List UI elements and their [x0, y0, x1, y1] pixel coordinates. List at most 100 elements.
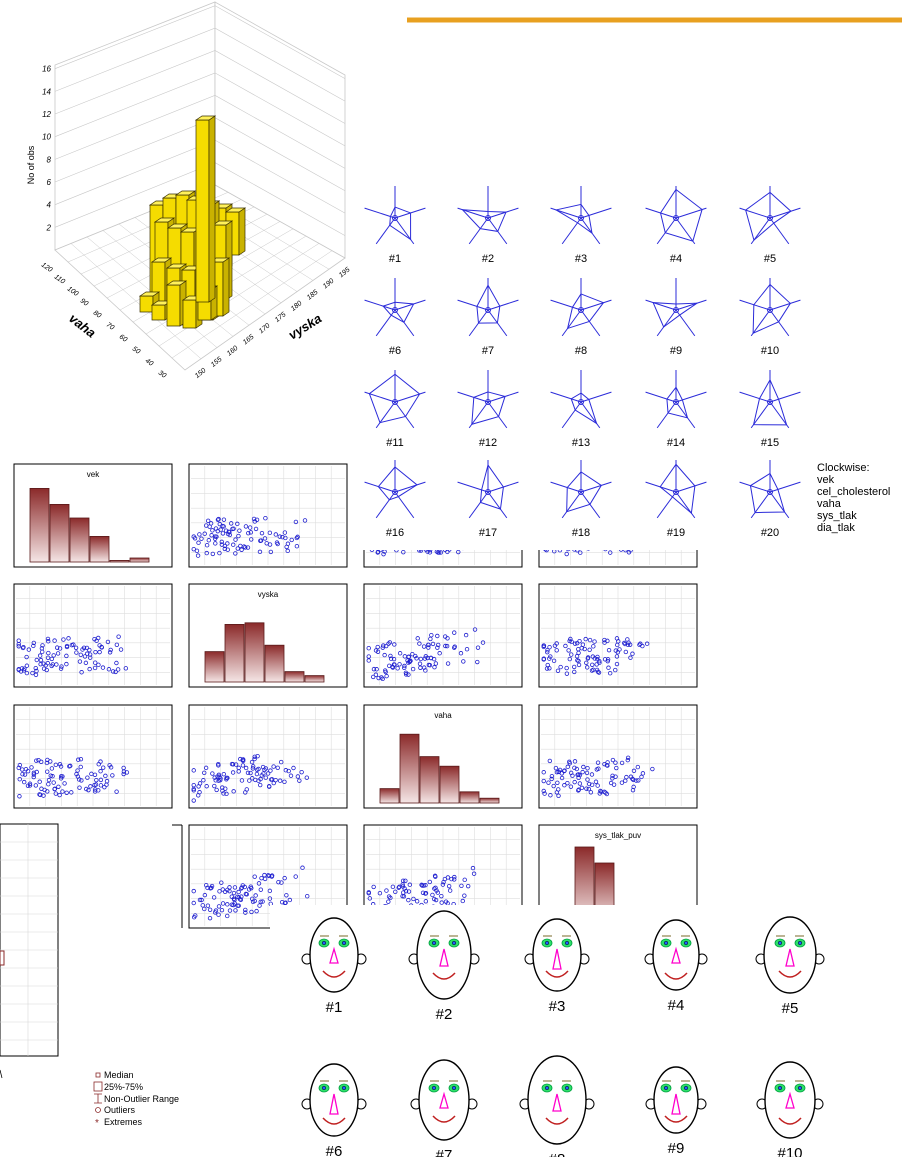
star-label: #13 — [572, 437, 590, 449]
matrix-point — [227, 908, 233, 913]
matrix-point — [38, 657, 44, 663]
matrix-point — [393, 889, 398, 894]
matrix-point — [216, 516, 221, 522]
matrix-point — [580, 642, 586, 647]
matrix-point — [76, 757, 81, 762]
star-ray — [769, 391, 801, 403]
matrix-point — [192, 536, 198, 541]
chernoff-face: #6 — [301, 1063, 367, 1157]
star-ray — [394, 401, 415, 429]
star-ray — [580, 481, 612, 493]
star-legend-item: sys_tlak — [817, 510, 857, 522]
matrix-point — [191, 798, 196, 803]
star-plot: #13 — [550, 370, 612, 449]
matrix-point — [295, 534, 300, 540]
matrix-point — [547, 758, 553, 764]
matrix-point — [379, 675, 384, 680]
matrix-point — [581, 764, 586, 770]
matrix-point — [595, 783, 600, 788]
matrix-point — [84, 645, 90, 651]
matrix-point — [576, 650, 581, 656]
star-label: #3 — [575, 253, 587, 265]
matrix-point — [229, 902, 235, 907]
star-ray — [769, 207, 801, 219]
matrix-point — [585, 655, 591, 660]
matrix-point — [75, 768, 80, 773]
matrix-point — [567, 656, 573, 662]
matrix-point — [231, 526, 236, 531]
matrix-cell-fragment — [172, 824, 183, 928]
matrix-point — [575, 658, 580, 663]
matrix-point — [625, 755, 631, 761]
star-plot: #16 — [364, 460, 426, 539]
matrix-point — [258, 538, 263, 543]
matrix-point — [213, 778, 218, 783]
matrix-point — [555, 780, 560, 785]
star-ray — [457, 299, 489, 311]
matrix-point — [60, 774, 65, 779]
matrix-point — [257, 549, 263, 555]
matrix-point — [38, 662, 43, 667]
face-pupil — [797, 1085, 803, 1091]
star-plot: #7 — [457, 278, 519, 357]
star-ray — [769, 491, 790, 519]
star-polygon — [566, 293, 605, 330]
legend-median: Median — [104, 1070, 134, 1080]
matrix-hist-bar — [459, 791, 480, 804]
matrix-point — [602, 637, 607, 643]
matrix-point — [219, 880, 224, 885]
matrix-point — [406, 889, 412, 894]
matrix-point — [591, 667, 596, 673]
bar3d-vaha-tick: 100 — [66, 286, 80, 298]
matrix-point — [421, 665, 427, 670]
face-pupil — [564, 1085, 570, 1091]
matrix-point — [245, 545, 251, 550]
matrix-point — [93, 660, 98, 665]
star-ray — [487, 391, 519, 403]
matrix-point — [580, 769, 585, 775]
matrix-cell: vek — [13, 463, 173, 568]
matrix-point — [225, 541, 230, 546]
matrix-point — [541, 788, 546, 794]
star-center — [578, 215, 584, 221]
bar3d-gridline — [54, 27, 346, 102]
matrix-point — [254, 771, 260, 777]
matrix-point — [252, 756, 257, 762]
matrix-point — [433, 874, 438, 879]
matrix-point — [445, 549, 450, 555]
star-ray — [739, 299, 771, 311]
star-ray — [739, 207, 771, 219]
matrix-point — [56, 784, 61, 789]
matrix-point — [203, 765, 209, 771]
matrix-point — [247, 525, 253, 530]
matrix-point — [248, 530, 254, 535]
chernoff-face: #4 — [644, 919, 708, 1014]
star-plot: #11 — [364, 370, 426, 449]
matrix-point — [565, 764, 570, 770]
matrix-point — [199, 897, 204, 903]
matrix-point — [96, 662, 101, 668]
matrix-point — [99, 644, 104, 650]
face-nose — [552, 1093, 562, 1112]
matrix-point — [46, 782, 51, 787]
matrix-point — [57, 792, 62, 798]
matrix-point — [262, 536, 268, 541]
matrix-point — [239, 886, 244, 891]
matrix-point — [64, 643, 70, 649]
matrix-point — [624, 774, 629, 780]
matrix-point — [78, 764, 83, 770]
matrix-point — [49, 656, 55, 662]
matrix-point — [260, 899, 265, 904]
matrix-point — [555, 668, 561, 673]
matrix-point — [51, 780, 56, 785]
matrix-point — [45, 636, 51, 642]
star-label: #11 — [386, 437, 404, 449]
matrix-point — [202, 892, 208, 898]
matrix-hist-bar — [244, 622, 265, 683]
legend-median-marker — [95, 1072, 101, 1078]
matrix-point — [247, 778, 252, 783]
face-mouth — [545, 1117, 569, 1125]
matrix-point — [602, 640, 607, 645]
matrix-point — [243, 907, 248, 913]
matrix-point — [204, 523, 209, 528]
